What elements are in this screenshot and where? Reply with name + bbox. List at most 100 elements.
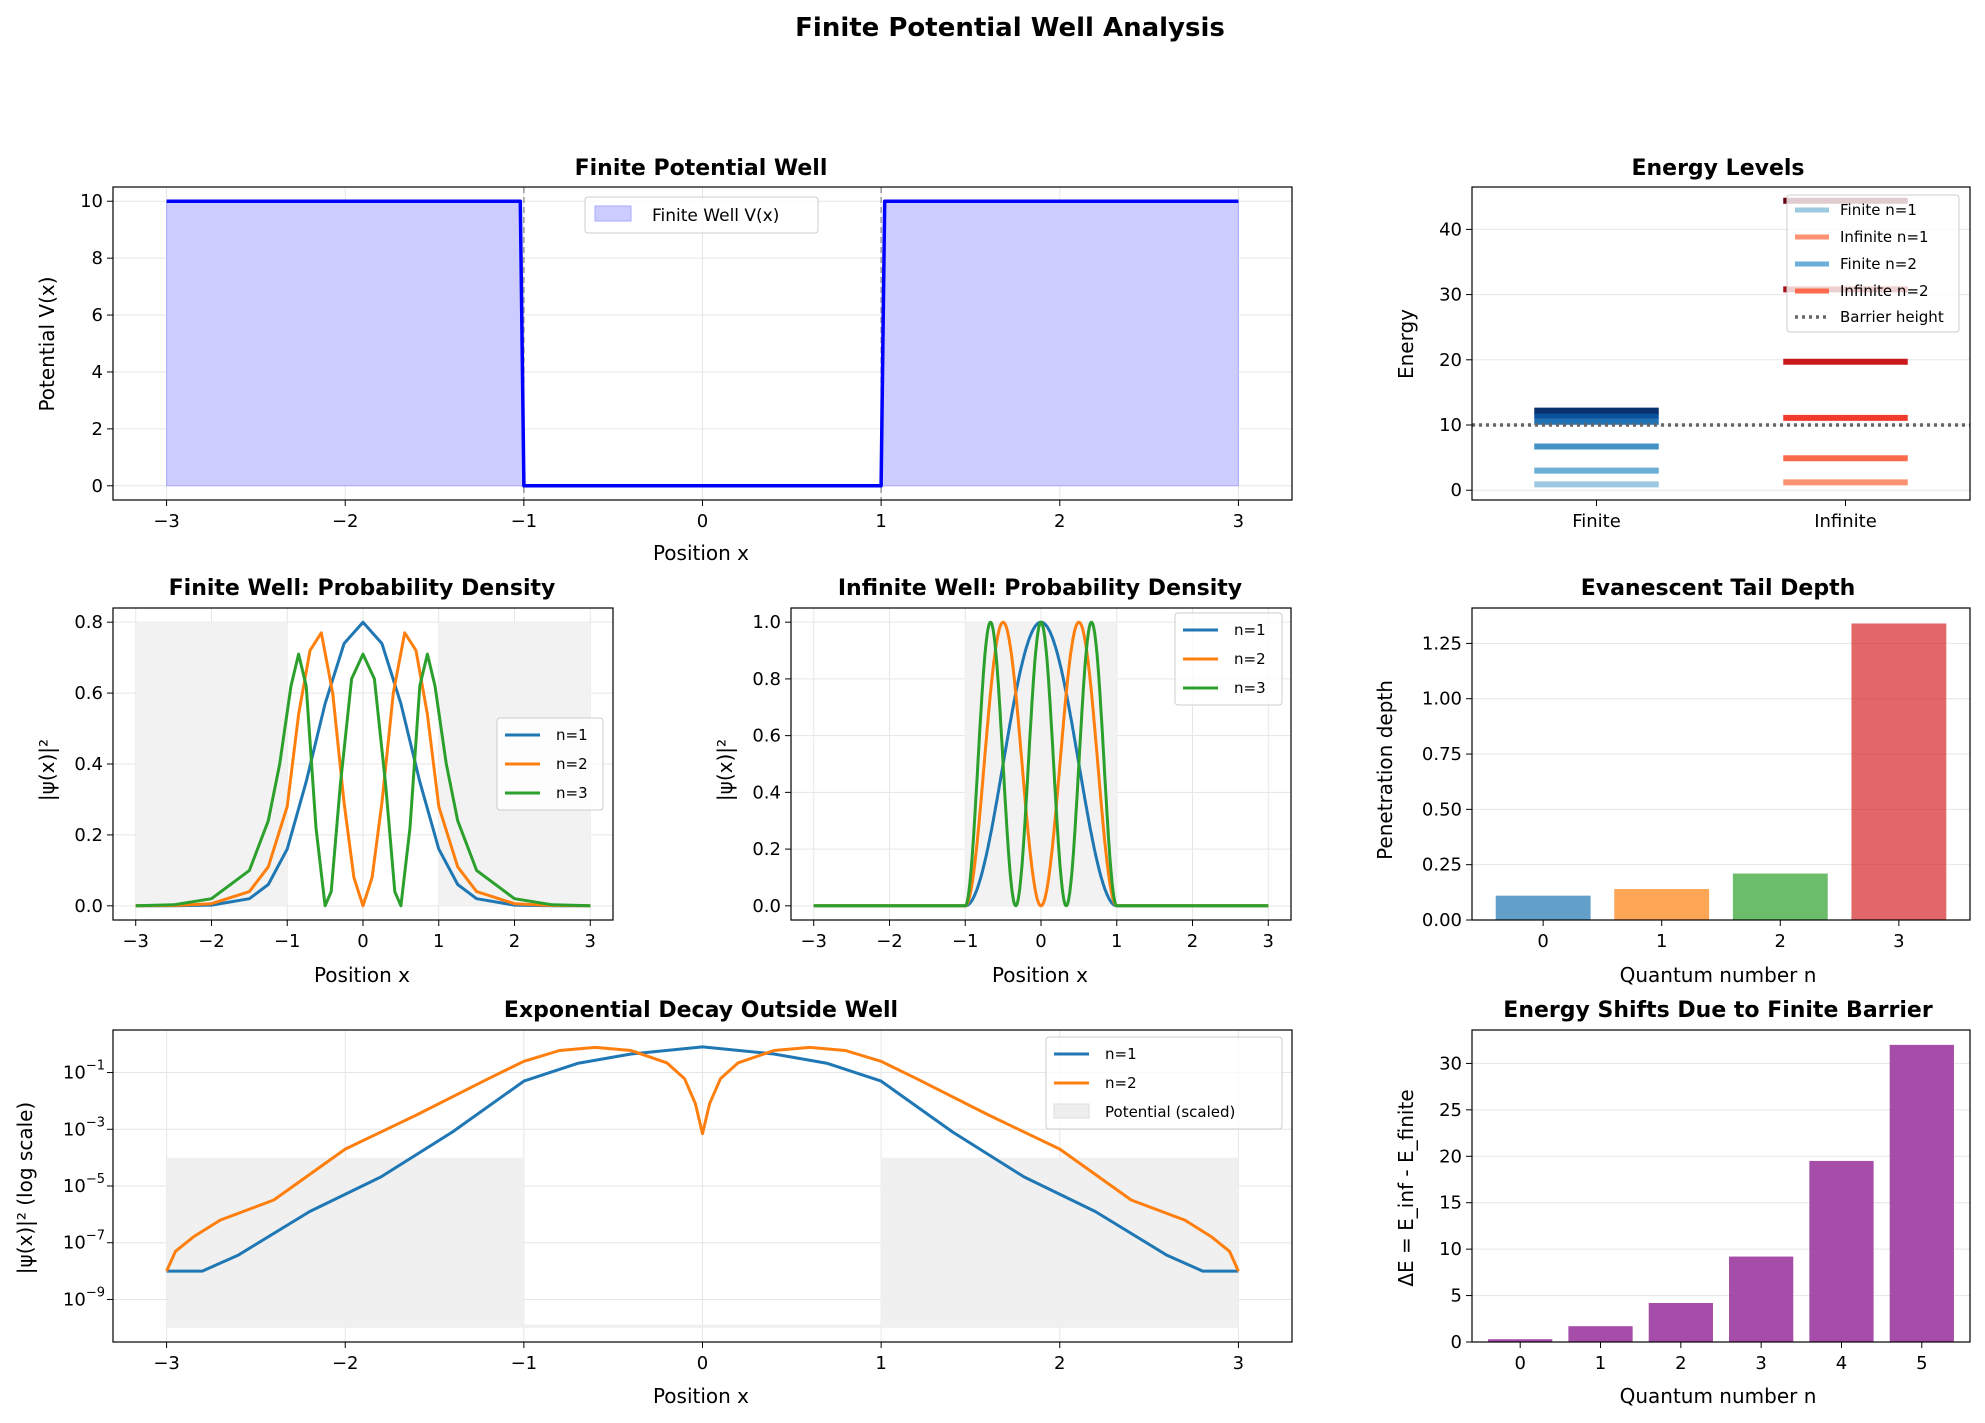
infinite-density-legend: n=1 n=2 n=3 (1174, 612, 1283, 706)
penetration-bar (1495, 895, 1591, 920)
shifts-ytick-label: 5 (1451, 1286, 1462, 1307)
infinite_density-ytick-label: 0.8 (752, 669, 781, 690)
penetration-frame (1471, 607, 1971, 921)
levels-legend: Finite n=1 Infinite n=1 Finite n=2 Infin… (1786, 194, 1960, 333)
levels-ytick-label: 0 (1451, 480, 1462, 501)
shifts-ytick-label: 30 (1439, 1053, 1462, 1074)
potential-ytick-label: 6 (92, 305, 103, 326)
levels-legend-label-3: Finite n=2 (1840, 255, 1917, 273)
levels-legend-label-2: Infinite n=1 (1840, 228, 1929, 246)
decay-legend-label-1: n=1 (1105, 1045, 1137, 1063)
finite-density-legend-label-1: n=1 (556, 726, 588, 744)
infinite_density-xtick-label: 1 (1111, 931, 1122, 952)
levels-legend-label-4: Infinite n=2 (1840, 282, 1929, 300)
decay-xtick-label: 3 (1233, 1353, 1244, 1374)
infinite-density-title: Infinite Well: Probability Density (838, 576, 1242, 601)
penetration-xtick-label: 1 (1656, 931, 1667, 952)
potential-ylabel: Potential V(x) (35, 276, 59, 411)
potential-line (166, 199, 1239, 488)
panel-penetration: Evanescent Tail Depth Quantum number n P… (1373, 576, 1971, 987)
finite-density-ylabel: |ψ(x)|² (35, 739, 59, 801)
penetration-bar (1614, 889, 1710, 920)
levels-title: Energy Levels (1631, 156, 1804, 181)
shift-bar (1729, 1256, 1794, 1342)
shifts-frame (1471, 1029, 1971, 1343)
shift-bar (1488, 1339, 1553, 1342)
potential-xtick-label: −1 (511, 511, 538, 532)
shifts-ylabel: ΔE = E_inf - E_finite (1394, 1089, 1418, 1286)
penetration-ytick-label: 0.75 (1422, 744, 1462, 765)
decay-xtick-label: 0 (697, 1353, 708, 1374)
potential-ytick-label: 2 (92, 419, 103, 440)
finite_density-frame (112, 607, 614, 921)
decay-ylabel: |ψ(x)|² (log scale) (13, 1102, 37, 1274)
decay-xtick-label: −2 (332, 1353, 359, 1374)
shifts-xtick-label: 3 (1755, 1353, 1766, 1374)
potential-xtick-label: 0 (697, 511, 708, 532)
potential-scaled-region (166, 1157, 524, 1328)
shifts-xtick-label: 4 (1836, 1353, 1847, 1374)
infinite_density-frame (790, 607, 1292, 921)
infinite-density-legend-label-2: n=2 (1234, 650, 1266, 668)
penetration-ylabel: Penetration depth (1373, 680, 1397, 860)
finite_density-ytick-label: 0.6 (74, 683, 103, 704)
shift-bar (1648, 1303, 1713, 1342)
decay-series-line (166, 1045, 1239, 1273)
infinite_density-xtick-label: −1 (952, 931, 979, 952)
levels-ylabel: Energy (1394, 309, 1418, 379)
finite-density-legend-label-3: n=3 (556, 784, 588, 802)
infinite_density-ytick-label: 1.0 (752, 612, 781, 633)
finite_density-xtick-label: 1 (433, 931, 444, 952)
levels-xtick-label: Finite (1572, 511, 1621, 532)
decay-legend-label-2: n=2 (1105, 1074, 1137, 1092)
infinite_density-xtick-label: 2 (1187, 931, 1198, 952)
infinite_density-xtick-label: −2 (876, 931, 903, 952)
finite-density-series-line (135, 631, 591, 908)
penetration-bar (1732, 873, 1828, 920)
barrier-region (135, 622, 288, 906)
panel-shifts: Energy Shifts Due to Finite Barrier Quan… (1394, 998, 1971, 1408)
potential-scaled-region (523, 1324, 882, 1328)
infinite-density-series-line (813, 620, 1269, 908)
finite_density-ytick-label: 0.4 (74, 754, 103, 775)
shifts-xtick-label: 2 (1675, 1353, 1686, 1374)
decay-xtick-label: 1 (875, 1353, 886, 1374)
shifts-ytick-label: 25 (1439, 1100, 1462, 1121)
penetration-xtick-label: 2 (1775, 931, 1786, 952)
decay-frame (112, 1029, 1293, 1343)
finite_density-ytick-label: 0.0 (74, 896, 103, 917)
potential-legend-label: Finite Well V(x) (652, 206, 779, 226)
penetration-ytick-label: 0.50 (1422, 799, 1462, 820)
finite-density-xlabel: Position x (314, 963, 410, 987)
penetration-ytick-label: 1.00 (1422, 689, 1462, 710)
decay-xlabel: Position x (653, 1384, 749, 1408)
levels-xtick-label: Infinite (1814, 511, 1877, 532)
decay-ticks: −3 −2 −1 0 1 2 3 10−9 10−7 10−5 10−3 10−1 (63, 1059, 1244, 1374)
shifts-xtick-label: 0 (1514, 1353, 1525, 1374)
levels-ytick-label: 20 (1439, 350, 1462, 371)
decay-ytick-label: 10−5 (63, 1172, 105, 1197)
shifts-grid (1472, 1062, 1970, 1343)
finite-density-legend: n=1 n=2 n=3 (496, 717, 604, 811)
infinite_density-ytick-label: 0.6 (752, 726, 781, 747)
shifts-title: Energy Shifts Due to Finite Barrier (1503, 998, 1933, 1023)
finite_density-xtick-label: 2 (509, 931, 520, 952)
levels-ytick-label: 30 (1439, 285, 1462, 306)
potential-xlabel: Position x (653, 541, 749, 565)
decay-ytick-label: 10−1 (63, 1059, 105, 1084)
infinite_density-xtick-label: 0 (1035, 931, 1046, 952)
infinite_density-xtick-label: 3 (1263, 931, 1274, 952)
infinite_density-ytick-label: 0.0 (752, 896, 781, 917)
potential-title: Finite Potential Well (575, 156, 828, 181)
finite_density-ytick-label: 0.2 (74, 825, 103, 846)
well-region (965, 622, 1117, 906)
potential-ticks: −3 −2 −1 0 1 2 3 0 2 4 6 8 10 (80, 191, 1244, 532)
panel-potential: Finite Potential Well Position x Potenti… (35, 156, 1293, 565)
potential-frame (112, 186, 1293, 501)
panel-finite-density: Finite Well: Probability Density Positio… (35, 576, 614, 987)
finite-density-title: Finite Well: Probability Density (169, 576, 556, 601)
shifts-xlabel: Quantum number n (1620, 1384, 1817, 1408)
infinite-density-ylabel: |ψ(x)|² (713, 739, 737, 801)
penetration-xtick-label: 0 (1537, 931, 1548, 952)
